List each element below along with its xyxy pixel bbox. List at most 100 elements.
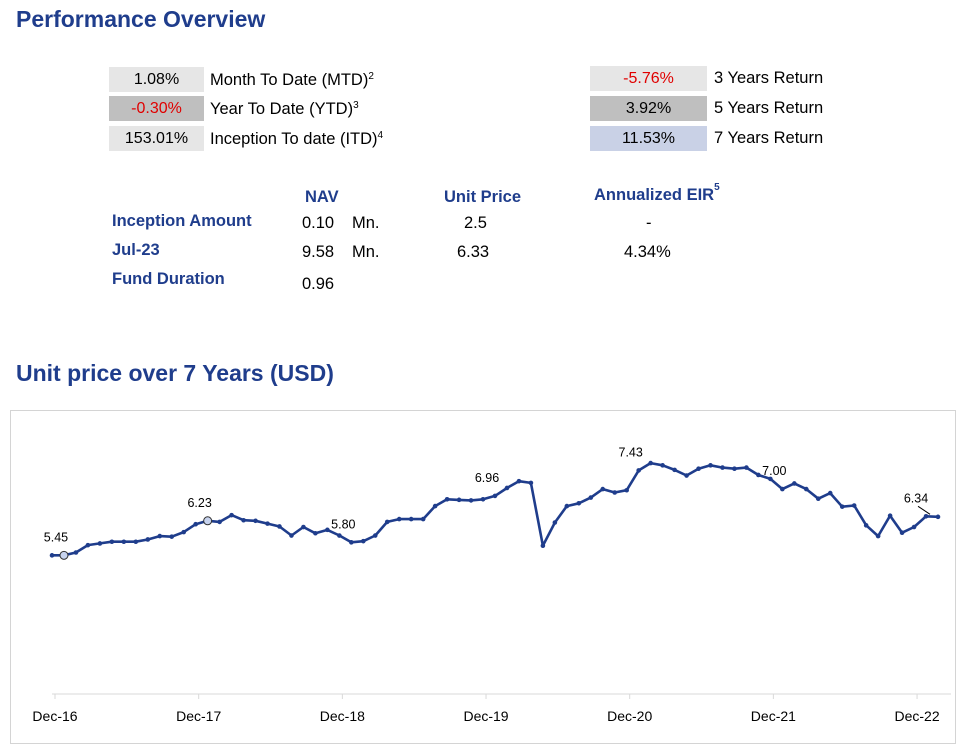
- return-label: Inception To date (ITD)4: [210, 127, 383, 152]
- data-point: [576, 500, 582, 506]
- data-point: [229, 512, 234, 518]
- data-point: [97, 541, 103, 546]
- data-point: [313, 530, 318, 536]
- data-point: [780, 486, 785, 492]
- data-label: 6.96: [475, 471, 499, 485]
- nav-row-label: Jul-23: [112, 241, 160, 259]
- data-point: [444, 496, 450, 502]
- data-point: [49, 553, 55, 558]
- data-point: [815, 496, 821, 502]
- footnote-marker: 4: [377, 130, 384, 141]
- data-point: [528, 480, 534, 486]
- data-point: [851, 503, 857, 508]
- data-point: [696, 466, 701, 472]
- data-point: [636, 468, 641, 473]
- data-point: [384, 519, 390, 525]
- return-value: -0.30%: [109, 96, 204, 121]
- data-point: [600, 486, 606, 492]
- data-point: [720, 465, 725, 470]
- data-point: [420, 516, 426, 522]
- data-point: [85, 542, 91, 548]
- nav-value: 9.58: [302, 243, 335, 261]
- data-point: [169, 534, 175, 539]
- data-label: 6.23: [187, 496, 211, 510]
- x-tick-label: Dec-18: [320, 708, 365, 724]
- return-value: -5.76%: [590, 66, 707, 91]
- data-point: [217, 519, 222, 525]
- performance-title: Performance Overview: [16, 6, 266, 32]
- data-point: [648, 460, 653, 466]
- unit-price-chart: Dec-16 Dec-17 Dec-18 Dec-19 Dec-20 Dec-21 Dec-…: [32, 445, 951, 724]
- data-point: [181, 529, 187, 535]
- data-point: [744, 465, 749, 470]
- data-point: [684, 473, 689, 478]
- data-label: 7.00: [762, 464, 786, 478]
- highlight-point: [203, 516, 213, 526]
- chart-frame: Dec-16 Dec-17 Dec-18 Dec-19 Dec-20 Dec-21 Dec-…: [10, 410, 956, 744]
- data-point: [480, 496, 486, 502]
- return-label: 3 Years Return: [714, 69, 824, 87]
- data-point: [253, 518, 258, 524]
- data-point: [145, 537, 151, 542]
- return-label: Month To Date (MTD)2: [210, 68, 374, 93]
- data-label: 5.80: [331, 517, 355, 531]
- data-point: [360, 538, 366, 544]
- data-point: [827, 490, 833, 496]
- data-point: [887, 513, 893, 519]
- x-tick-label: Dec-16: [32, 708, 77, 724]
- data-point: [756, 472, 761, 478]
- data-point: [624, 487, 630, 493]
- data-point: [612, 490, 618, 495]
- data-point: [875, 533, 881, 539]
- data-point: [552, 520, 558, 525]
- data-point: [265, 521, 270, 526]
- data-point: [935, 514, 941, 520]
- nav-value: 0.10: [302, 214, 335, 232]
- eir-value: -: [646, 214, 652, 232]
- data-point: [516, 478, 522, 484]
- data-point: [540, 543, 546, 549]
- eir-header: Annualized EIR5: [594, 182, 720, 204]
- nav-row-label: Fund Duration: [112, 270, 225, 288]
- return-value: 11.53%: [590, 126, 707, 151]
- data-point: [337, 533, 342, 538]
- nav-row-label: Inception Amount: [112, 212, 252, 230]
- data-point: [396, 516, 402, 522]
- data-point: [349, 540, 354, 545]
- data-point: [109, 539, 115, 545]
- data-point: [863, 523, 869, 528]
- data-point: [899, 530, 905, 535]
- x-tick-label: Dec-22: [894, 708, 939, 724]
- data-point: [456, 497, 462, 503]
- return-label: 5 Years Return: [714, 99, 824, 117]
- nav-value: 0.96: [302, 275, 335, 293]
- unit-price-value: 6.33: [457, 243, 490, 261]
- x-tick-label: Dec-20: [607, 708, 652, 724]
- annotation-leader: [917, 505, 931, 515]
- data-point: [157, 533, 163, 539]
- return-value: 3.92%: [590, 96, 707, 121]
- footnote-marker: 2: [368, 71, 374, 82]
- data-point: [325, 527, 330, 533]
- return-label-text: Month To Date (MTD): [210, 71, 369, 89]
- data-point: [792, 481, 797, 486]
- data-point: [504, 485, 510, 491]
- x-tick-label: Dec-21: [751, 708, 796, 724]
- return-label-text: Inception To date (ITD): [210, 130, 378, 148]
- data-label: 5.45: [44, 530, 68, 544]
- x-tick-label: Dec-19: [463, 708, 508, 724]
- data-point: [492, 493, 498, 499]
- data-point: [708, 463, 713, 468]
- return-label-text: Year To Date (YTD): [210, 100, 354, 118]
- data-point: [372, 533, 378, 538]
- data-point: [301, 524, 306, 530]
- nav-unit: Mn.: [352, 243, 380, 261]
- data-point: [923, 513, 929, 519]
- nav-unit: Mn.: [352, 214, 380, 232]
- data-label: 6.34: [904, 491, 928, 505]
- data-point: [121, 539, 127, 545]
- unit-price-header: Unit Price: [444, 188, 522, 206]
- data-point: [193, 521, 198, 527]
- data-point: [672, 467, 677, 473]
- data-point: [408, 516, 414, 522]
